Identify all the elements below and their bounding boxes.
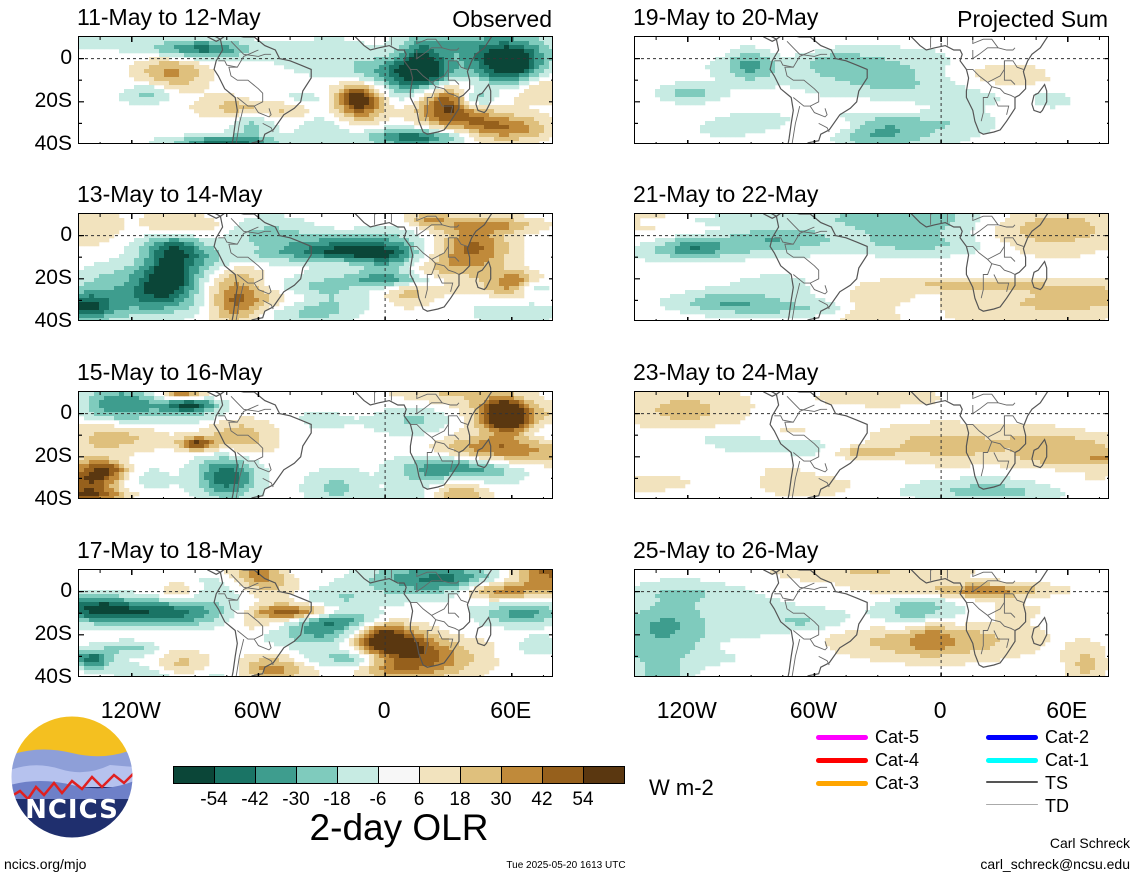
colorbar-swatch — [460, 766, 502, 784]
legend-line — [816, 781, 868, 786]
logo-text: NCICS — [25, 795, 119, 825]
y-tick-label: 0 — [60, 400, 72, 424]
legend-label: Cat-4 — [875, 750, 920, 770]
colorbar-swatch — [255, 766, 297, 784]
panel-title: 21-May to 22-May — [633, 181, 819, 207]
legend-line — [816, 758, 868, 763]
colorbar-swatch — [173, 766, 215, 784]
colorbar-label: 54 — [572, 789, 594, 810]
olr-map-panel — [78, 569, 553, 677]
colorbar-swatch — [296, 766, 338, 784]
colorbar-swatch — [542, 766, 584, 784]
legend-label: Cat-3 — [875, 773, 920, 793]
legend-label: TD — [1045, 796, 1069, 816]
olr-map-panel — [634, 36, 1109, 144]
x-tick-label: 0 — [933, 697, 947, 723]
colorbar-label: -54 — [200, 789, 228, 810]
legend-label: Cat-2 — [1045, 727, 1090, 747]
olr-map-panel — [78, 213, 553, 321]
colorbar-label: 30 — [490, 789, 512, 810]
legend-line — [986, 735, 1038, 740]
legend-label: TS — [1045, 773, 1069, 793]
olr-map — [79, 392, 552, 498]
legend-line — [816, 735, 868, 740]
panel-tag: Observed — [452, 6, 552, 32]
y-tick-label: 0 — [60, 222, 72, 246]
panel-title: 19-May to 20-May — [633, 4, 819, 30]
panel-title: 23-May to 24-May — [633, 359, 819, 385]
y-tick-label: 0 — [60, 578, 72, 602]
x-tick-label: 60E — [1046, 697, 1088, 723]
email-link[interactable]: carl_schreck@ncsu.edu — [980, 856, 1130, 872]
legend-label: Cat-1 — [1045, 750, 1090, 770]
olr-map-panel — [78, 36, 553, 144]
y-tick-label: 40S — [34, 665, 72, 688]
colorbar-label: -18 — [323, 789, 351, 810]
olr-map-panel — [634, 569, 1109, 677]
y-tick-label: 20S — [34, 443, 72, 467]
y-tick-label: 40S — [34, 132, 72, 155]
panel-tag: Projected Sum — [957, 6, 1108, 32]
y-tick-label: 40S — [34, 487, 72, 510]
ncics-logo: NCICS — [10, 715, 134, 839]
olr-map — [79, 214, 552, 320]
y-tick-label: 40S — [34, 309, 72, 332]
olr-map — [635, 214, 1108, 320]
author: Carl Schreck — [1049, 835, 1130, 851]
colorbar-swatch — [214, 766, 256, 784]
y-tick-label: 20S — [34, 265, 72, 289]
y-tick-label: 20S — [34, 88, 72, 112]
ncics-logo-graphic — [10, 715, 134, 839]
x-tick-label: 60E — [490, 697, 532, 723]
legend-line — [986, 804, 1038, 805]
legend-label: Cat-5 — [875, 727, 920, 747]
colorbar-swatch — [337, 766, 379, 784]
olr-map — [79, 37, 552, 143]
colorbar-label: -6 — [369, 789, 387, 810]
olr-map — [635, 570, 1108, 676]
olr-map — [635, 37, 1108, 143]
colorbar-label: -30 — [282, 789, 310, 810]
colorbar-units: W m-2 — [649, 775, 714, 800]
colorbar-swatch — [583, 766, 625, 784]
olr-map-panel — [634, 391, 1109, 499]
olr-map — [79, 570, 552, 676]
panel-title: 17-May to 18-May — [77, 537, 263, 563]
x-tick-label: 60W — [789, 697, 838, 723]
legend-line — [986, 758, 1038, 763]
website-link[interactable]: ncics.org/mjo — [4, 856, 87, 872]
olr-map — [635, 392, 1108, 498]
colorbar-title: 2-day OLR — [309, 807, 489, 848]
colorbar-swatch — [501, 766, 543, 784]
x-tick-label: 0 — [377, 697, 391, 723]
panel-title: 13-May to 14-May — [77, 181, 263, 207]
olr-map-panel — [78, 391, 553, 499]
olr-map-panel — [634, 213, 1109, 321]
panel-title: 11-May to 12-May — [77, 4, 261, 30]
y-tick-label: 20S — [34, 621, 72, 645]
timestamp: Tue 2025-05-20 1613 UTC — [506, 860, 626, 871]
legend-line — [986, 781, 1038, 783]
panel-title: 15-May to 16-May — [77, 359, 263, 385]
colorbar-label: 42 — [531, 789, 553, 810]
colorbar-label: 6 — [413, 789, 425, 810]
colorbar-label: 18 — [449, 789, 471, 810]
x-tick-label: 60W — [233, 697, 282, 723]
colorbar-swatch — [419, 766, 461, 784]
colorbar-swatch — [378, 766, 420, 784]
y-tick-label: 0 — [60, 45, 72, 69]
panel-title: 25-May to 26-May — [633, 537, 819, 563]
colorbar-label: -42 — [241, 789, 269, 810]
x-tick-label: 120W — [100, 697, 161, 723]
x-tick-label: 120W — [656, 697, 717, 723]
